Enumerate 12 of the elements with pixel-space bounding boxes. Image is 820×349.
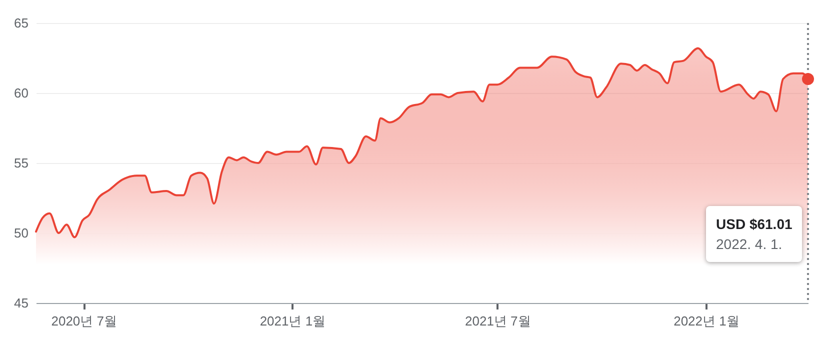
x-tick-label: 2021년 7월	[465, 314, 531, 328]
y-tick-label: 65	[14, 16, 28, 30]
x-tick-label: 2021년 1월	[260, 314, 326, 328]
y-tick-label: 50	[14, 226, 28, 240]
x-tick-label: 2020년 7월	[51, 314, 117, 328]
y-tick-label: 60	[14, 86, 28, 100]
y-tick-label: 55	[14, 156, 28, 170]
annotation: 2022. 4. 1.	[716, 235, 784, 254]
x-tick-label: 2022년 1월	[674, 314, 740, 328]
tooltip-box: USD $61.01 2022. 4. 1.	[706, 206, 802, 262]
annotation: USD $61.01	[716, 215, 792, 234]
y-tick-label: 45	[14, 296, 28, 310]
